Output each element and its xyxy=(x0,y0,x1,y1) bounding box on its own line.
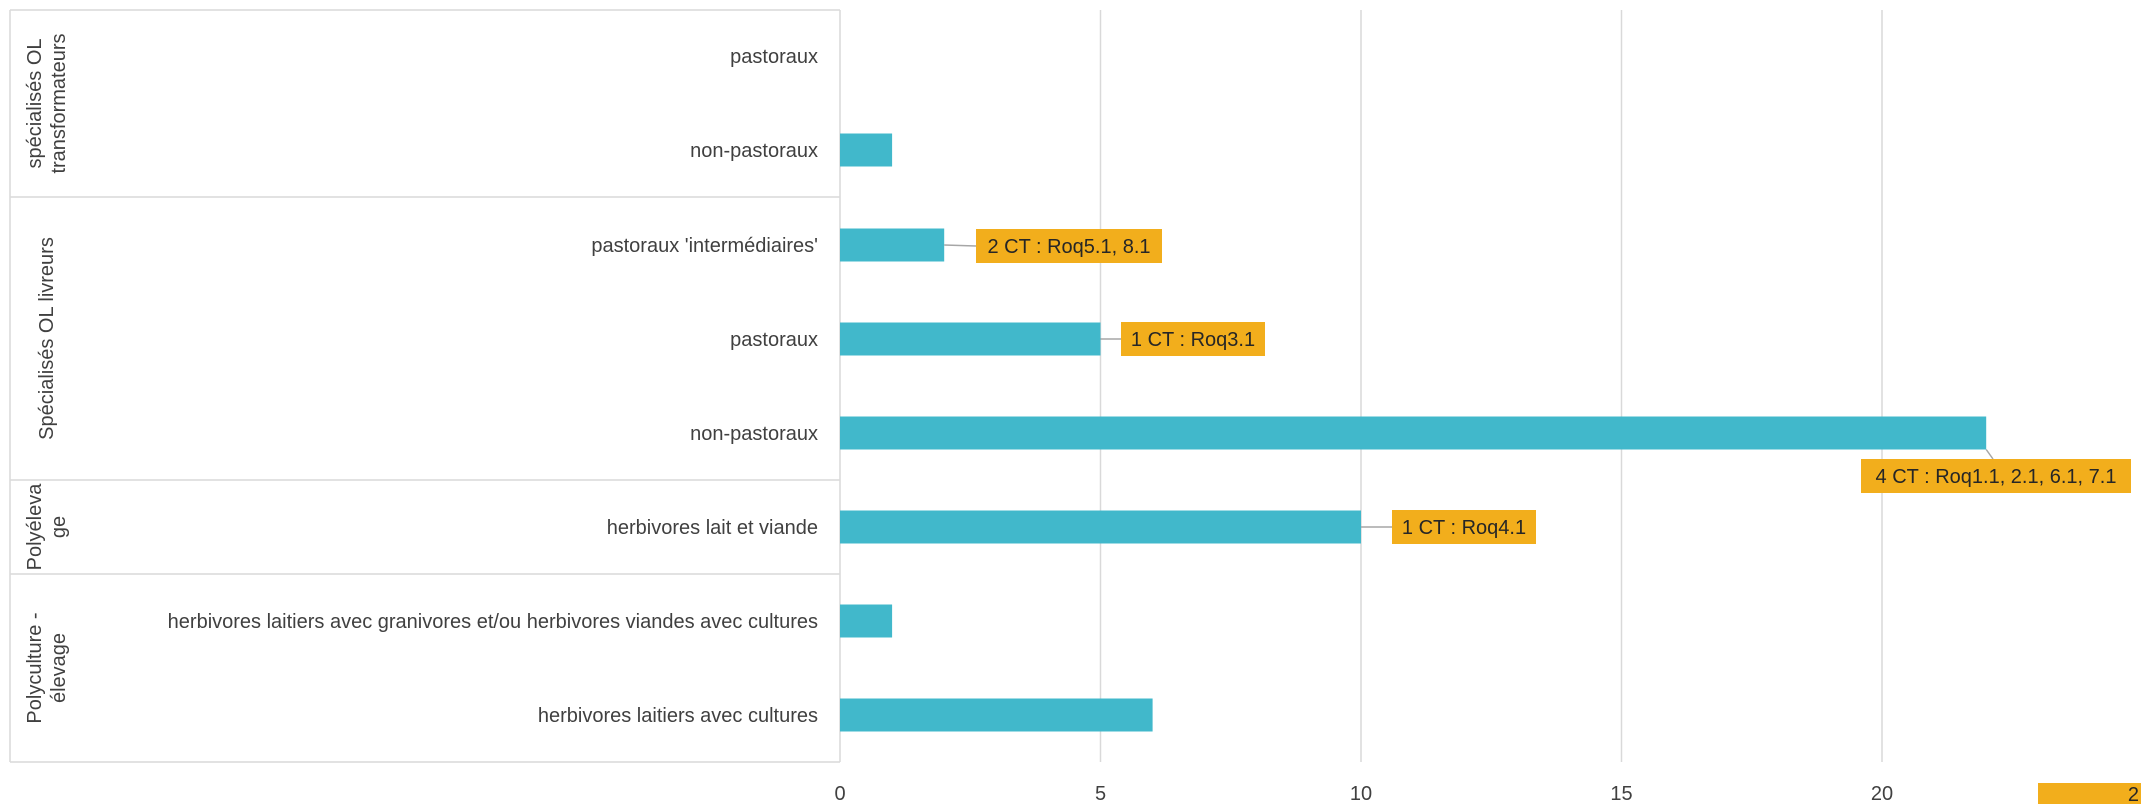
group-label-line: ge xyxy=(48,516,70,538)
bar xyxy=(840,228,945,262)
bar xyxy=(840,322,1101,356)
group-label: Spécialisés OL livreurs xyxy=(36,237,58,440)
category-labels: pastoraux non-pastoraux pastoraux 'intermé… xyxy=(168,46,818,727)
group-label-line: Polyéleva xyxy=(24,483,46,571)
category-axis-frame xyxy=(9,9,841,763)
bar xyxy=(840,510,1361,544)
x-tick-label: 0 xyxy=(834,783,845,804)
data-label: 1 CT : Roq4.1 xyxy=(1402,517,1526,539)
group-label-line: Spécialisés OL livreurs xyxy=(36,237,58,440)
category-label: pastoraux xyxy=(730,329,818,351)
group-label-line: Polyculture - xyxy=(24,612,46,723)
group-label: spécialisés OL transformateurs xyxy=(24,33,70,173)
bars xyxy=(840,133,1987,732)
category-label: non-pastoraux xyxy=(690,423,818,445)
legend-swatch xyxy=(2038,783,2141,804)
x-tick-label: 5 xyxy=(1095,783,1106,804)
data-labels: 2 CT : Roq5.1, 8.1 1 CT : Roq3.1 4 CT : Ro… xyxy=(944,229,2131,544)
bar xyxy=(840,416,1987,450)
bar xyxy=(840,604,893,638)
data-label: 4 CT : Roq1.1, 2.1, 6.1, 7.1 xyxy=(1876,466,2117,488)
data-label: 1 CT : Roq3.1 xyxy=(1131,329,1255,351)
x-tick-label: 15 xyxy=(1610,783,1632,804)
group-label-line: spécialisés OL xyxy=(24,38,46,168)
category-label: non-pastoraux xyxy=(690,140,818,162)
category-label: herbivores laitiers avec granivores et/o… xyxy=(168,611,818,633)
group-label: Polyculture - élevage xyxy=(24,612,70,723)
group-label: Polyéleva ge xyxy=(24,483,70,571)
legend-label: 2 xyxy=(2128,784,2139,804)
group-labels: spécialisés OL transformateurs Spécialisés… xyxy=(24,33,70,723)
data-label-leader xyxy=(944,244,977,247)
x-tick-label: 20 xyxy=(1871,783,1893,804)
data-label-box xyxy=(976,229,1162,263)
category-label: pastoraux 'intermédiaires' xyxy=(591,235,818,257)
legend: 2 xyxy=(2038,783,2141,804)
x-tick-labels: 0 5 10 15 20 xyxy=(834,783,1893,804)
group-label-line: transformateurs xyxy=(48,33,70,173)
bar xyxy=(840,698,1153,732)
gridlines xyxy=(1099,10,1883,762)
category-label: herbivores lait et viande xyxy=(607,517,818,539)
x-tick-label: 10 xyxy=(1350,783,1372,804)
category-label: pastoraux xyxy=(730,46,818,68)
data-label: 2 CT : Roq5.1, 8.1 xyxy=(987,236,1150,258)
data-label-box xyxy=(1861,459,2131,493)
data-label-box xyxy=(1121,322,1265,356)
data-label-box xyxy=(1392,510,1536,544)
data-label-leader xyxy=(1985,449,1994,460)
category-label: herbivores laitiers avec cultures xyxy=(538,705,818,727)
bar xyxy=(840,133,893,167)
group-label-line: élevage xyxy=(48,633,70,703)
